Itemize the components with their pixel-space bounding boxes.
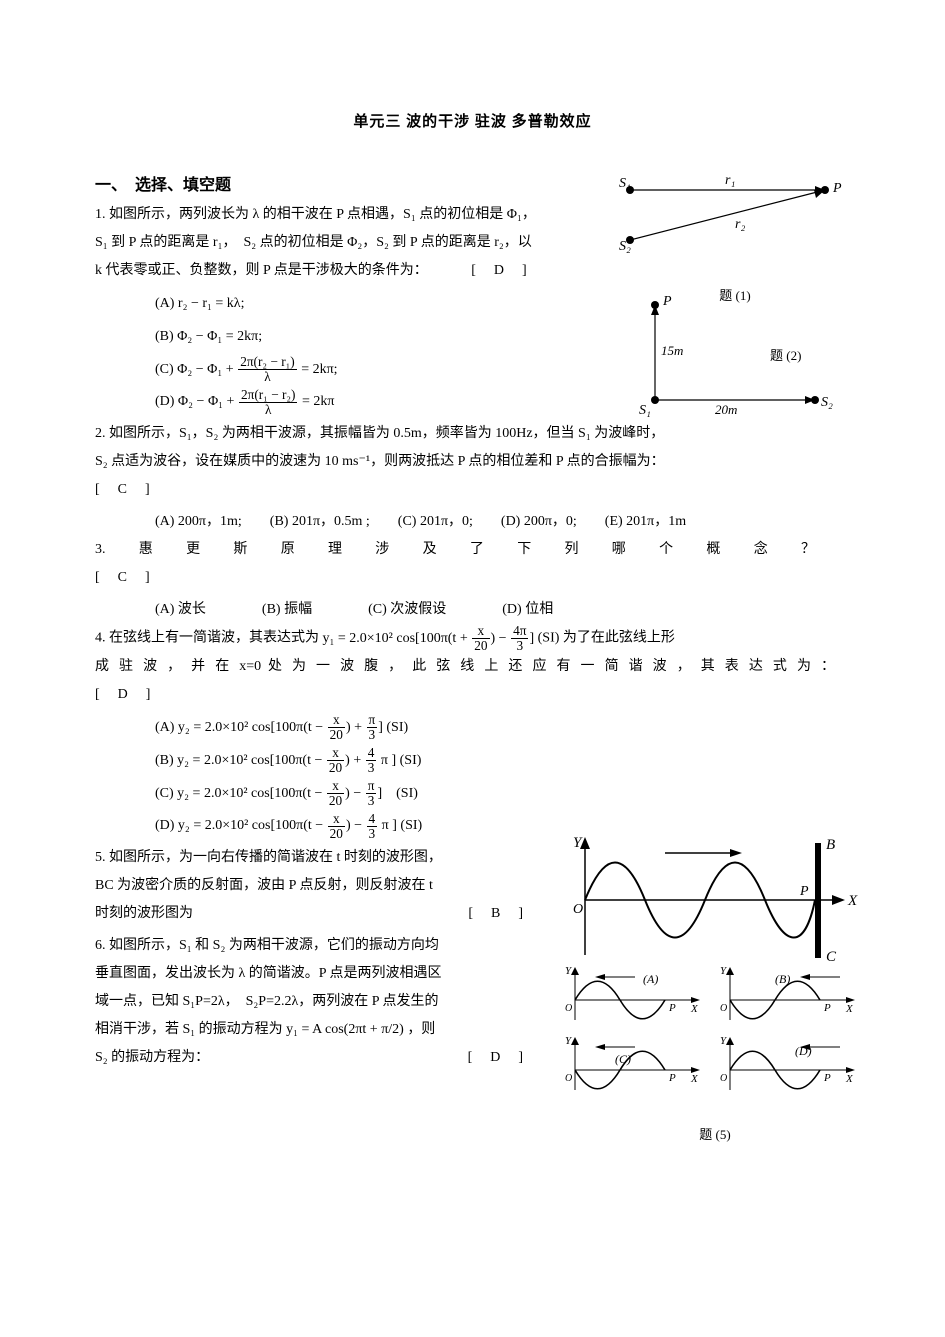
svg-text:O: O [720,1003,727,1014]
svg-text:题 (2): 题 (2) [770,348,801,363]
svg-text:Y: Y [565,1035,573,1047]
q4-options: (A) y₂ = 2.0×10² cos[100π(t − x20) + π3]… [95,713,850,842]
question-3: 3. 惠 更 斯 原 理 涉 及 了 下 列 哪 个 概 念 ？ [ C ] [95,536,850,592]
question-6: 6. 如图所示，S₁ 和 S₂ 为两相干波源，它们的振动方向均 垂直图面，发出波… [95,932,525,1072]
svg-text:O: O [565,1003,572,1014]
svg-text:P: P [668,1002,676,1014]
q4-opt-a: (A) y₂ = 2.0×10² cos[100π(t − x20) + π3]… [155,713,850,744]
figure-5-caption: 题 (5) [565,1124,865,1143]
svg-text:(A): (A) [643,972,658,986]
q6-line2: 垂直图面，发出波长为 λ 的简谐波。P 点是两列波相遇区 [95,960,525,988]
q5-line2: BC 为波密介质的反射面，波由 P 点反射，则反射波在 t [95,872,525,900]
svg-text:O: O [720,1073,727,1084]
svg-text:Y: Y [565,965,573,977]
svg-text:20m: 20m [715,402,737,417]
q1-answer: [ D ] [471,263,528,278]
figure-5-main: Y O X P B C [570,835,860,970]
svg-text:15m: 15m [661,343,683,358]
svg-text:P: P [668,1072,676,1084]
question-4: 4. 在弦线上有一简谐波，其表达式为 y₁ = 2.0×10² cos[100π… [95,624,850,709]
svg-text:P: P [823,1072,831,1084]
q4-opt-c: (C) y₂ = 2.0×10² cos[100π(t − x20) − π3]… [155,779,850,810]
svg-text:B: B [826,837,835,853]
svg-text:S₁: S₁ [619,176,631,191]
svg-text:X: X [847,893,858,909]
svg-text:(C): (C) [615,1052,631,1066]
q6-line4-pre: 相消干涉，若 S₁ 的振动方程为 [95,1022,286,1037]
svg-text:Y: Y [720,965,728,977]
q4-line1-pre: 4. 在弦线上有一简谐波，其表达式为 [95,631,323,646]
svg-text:X: X [690,1073,699,1085]
svg-text:C: C [826,949,837,965]
svg-text:P: P [662,294,672,309]
q4-opt-b: (B) y₂ = 2.0×10² cos[100π(t − x20) + 43 … [155,746,850,777]
question-2: 2. 如图所示，S₁，S₂ 为两相干波源，其振幅皆为 0.5m，频率皆为 100… [95,420,850,504]
svg-text:X: X [845,1003,854,1015]
q4-line1-post: (SI) 为了在此弦线上形 [538,631,675,646]
svg-text:r₁: r₁ [725,173,735,188]
q6-line4-post: ，则 [407,1022,435,1037]
svg-text:P: P [823,1002,831,1014]
q3-stem: 3. 惠 更 斯 原 理 涉 及 了 下 列 哪 个 概 念 ？ [95,536,815,564]
svg-text:P: P [832,181,842,196]
q6-answer: [ D ] [468,1044,525,1072]
q5-answer: [ B ] [468,900,525,928]
figure-5-options: Y O P X (A) Y O P X (B) [565,965,865,1143]
q5-line3: 时刻的波形图为 [95,906,193,921]
q6-line4-math: y₁ = A cos(2πt + π/2) [286,1022,404,1037]
svg-text:S₂: S₂ [619,239,631,254]
q4-line2: 成 驻 波 ， 并 在 x=0 处 为 一 波 腹 ， 此 弦 线 上 还 应 … [95,653,835,681]
svg-text:O: O [573,902,583,917]
svg-text:X: X [845,1073,854,1085]
svg-text:P: P [799,884,809,899]
svg-text:S₁: S₁ [639,403,651,418]
q2-answer: [ C ] [95,476,850,504]
q5-line1: 5. 如图所示，为一向右传播的简谐波在 t 时刻的波形图， [95,844,525,872]
figure-1: S₁ S₂ P r₁ r₂ 题 (1) [615,170,855,304]
svg-text:O: O [565,1073,572,1084]
figure-2: P S₁ S₂ 15m 20m 题 (2) [625,290,855,425]
q3-options: (A) 波长 (B) 振幅 (C) 次波假设 (D) 位相 [95,596,850,624]
q4-answer: [ D ] [95,681,850,709]
q2-line2: S₂ 点适为波谷，设在媒质中的波速为 10 ms⁻¹，则两波抵达 P 点的相位差… [95,448,850,476]
q3-answer: [ C ] [95,564,850,592]
q6-line5: S₂ 的振动方程为： [95,1050,209,1065]
q1-line3: k 代表零或正、负整数，则 P 点是干涉极大的条件为： [95,263,428,278]
unit-title: 单元三 波的干涉 驻波 多普勒效应 [95,110,850,131]
q6-line3: 域一点，已知 S₁P=2λ， S₂P=2.2λ，两列波在 P 点发生的 [95,988,525,1016]
q6-line1: 6. 如图所示，S₁ 和 S₂ 为两相干波源，它们的振动方向均 [95,932,525,960]
svg-text:(D): (D) [795,1044,812,1058]
svg-text:(B): (B) [775,972,790,986]
question-5: 5. 如图所示，为一向右传播的简谐波在 t 时刻的波形图， BC 为波密介质的反… [95,844,525,928]
svg-text:X: X [690,1003,699,1015]
svg-text:Y: Y [720,1035,728,1047]
svg-text:r₂: r₂ [735,217,745,232]
q2-options: (A) 200π，1m; (B) 201π，0.5m ; (C) 201π，0;… [95,508,850,536]
svg-text:S₂: S₂ [821,395,833,410]
